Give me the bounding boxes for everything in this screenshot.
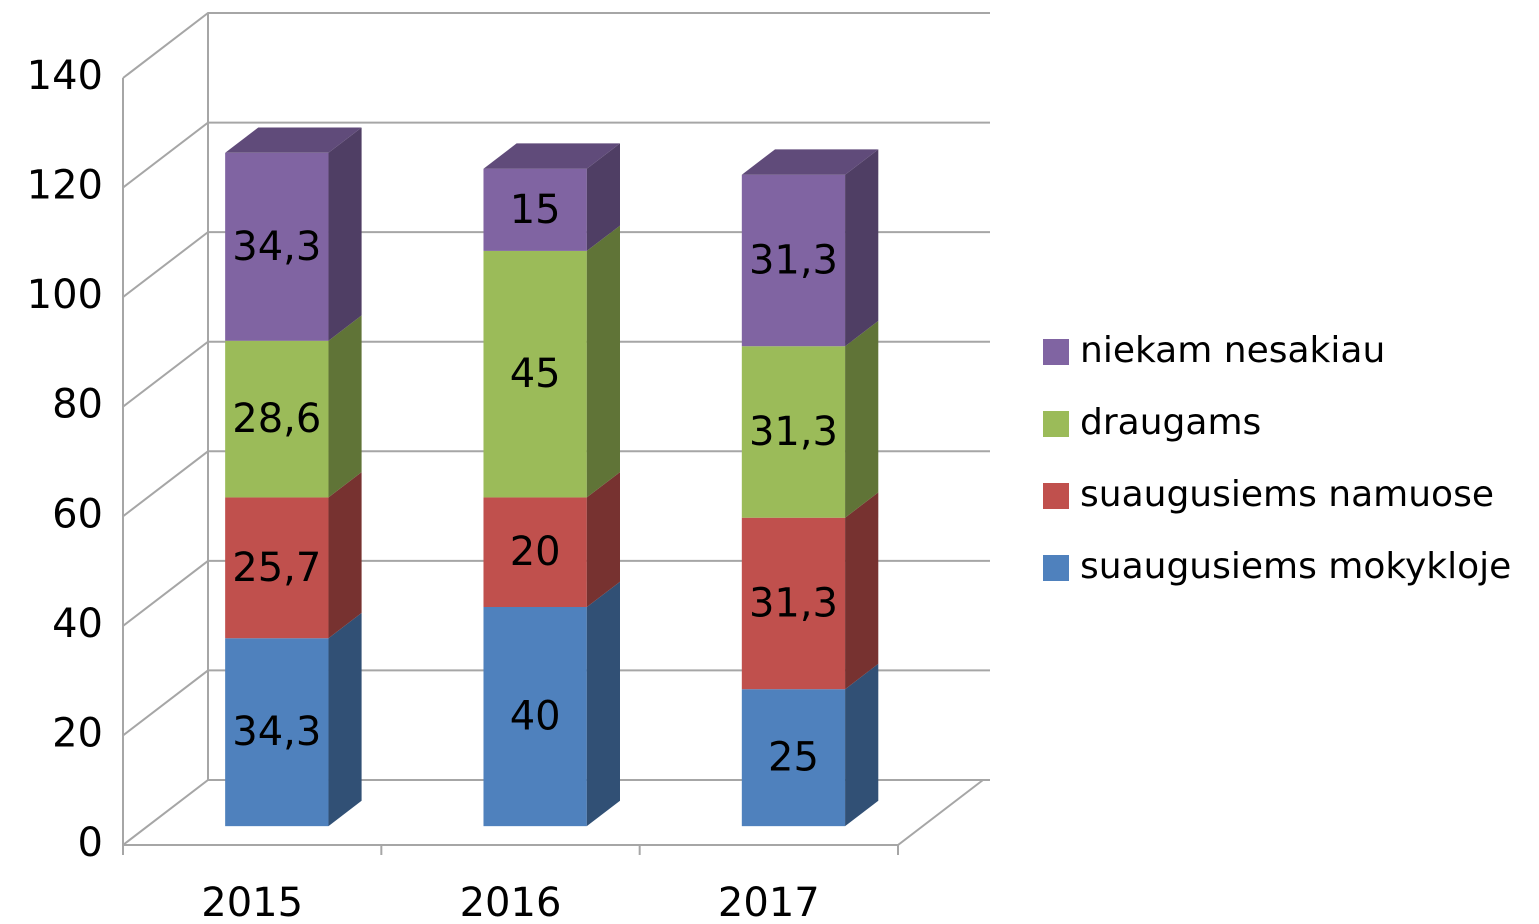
legend-swatch: [1043, 339, 1069, 365]
legend-swatch: [1043, 411, 1069, 437]
bar-front: [483, 168, 587, 251]
bar-side: [328, 472, 362, 639]
bar-top: [741, 149, 879, 175]
bar-front: [741, 346, 846, 518]
value-label: 28,6: [232, 396, 321, 442]
grid-line: [122, 12, 990, 79]
bar-front: [483, 250, 587, 498]
bar-side: [845, 492, 879, 690]
value-label: 31,3: [749, 580, 838, 626]
bar-front: [741, 517, 846, 690]
bar-side: [586, 143, 620, 251]
grid-line: [122, 559, 990, 627]
grid-line: [122, 121, 990, 189]
bar-front: [225, 340, 329, 498]
value-label: 25: [768, 735, 819, 781]
value-label: 31,3: [749, 409, 838, 455]
value-label: 25,7: [232, 545, 321, 591]
bar-top: [225, 127, 362, 153]
bar-front: [225, 497, 329, 639]
y-tick-label: 0: [78, 820, 103, 866]
y-tick-label: 100: [27, 272, 103, 318]
bar-top: [483, 143, 620, 169]
bar-side: [845, 663, 879, 827]
bar-front: [741, 689, 846, 827]
bar-side: [586, 225, 620, 498]
legend-label: draugams: [1080, 402, 1261, 443]
bar-side: [328, 315, 362, 498]
grid-line: [122, 779, 990, 846]
value-label: 34,3: [232, 224, 321, 270]
bar-side: [328, 127, 362, 341]
value-label: 15: [510, 187, 561, 233]
x-tick-label: 2015: [201, 880, 303, 924]
grid-line: [122, 340, 990, 408]
value-label: 40: [510, 694, 561, 740]
bar-side: [586, 472, 620, 607]
bar-front: [741, 174, 846, 347]
bar-side: [328, 612, 362, 827]
bar-front: [483, 497, 587, 608]
bar-front: [225, 152, 329, 341]
legend-swatch: [1043, 555, 1069, 581]
grid-line: [122, 450, 990, 518]
y-tick-label: 60: [52, 491, 103, 537]
legend-swatch: [1043, 483, 1069, 509]
bar-front: [225, 638, 329, 827]
x-tick-label: 2017: [718, 880, 820, 924]
bar-side: [845, 320, 879, 518]
bar-front: [483, 607, 587, 827]
y-tick-label: 80: [52, 382, 103, 428]
bar-side: [586, 581, 620, 827]
legend-label: suaugusiems namuose: [1080, 474, 1494, 515]
y-tick-label: 120: [27, 163, 103, 209]
value-label: 31,3: [749, 237, 838, 283]
value-label: 45: [510, 351, 561, 397]
legend-label: niekam nesakiau: [1080, 330, 1385, 371]
y-tick-label: 140: [27, 53, 103, 99]
value-label: 34,3: [232, 709, 321, 755]
value-label: 20: [510, 529, 561, 575]
grid-line: [122, 669, 990, 737]
y-tick-label: 40: [52, 601, 103, 647]
x-tick-label: 2016: [460, 880, 562, 924]
grid-line: [122, 231, 990, 298]
bar-side: [845, 149, 879, 347]
legend-label: suaugusiems mokykloje: [1080, 546, 1511, 587]
y-tick-label: 20: [52, 710, 103, 756]
